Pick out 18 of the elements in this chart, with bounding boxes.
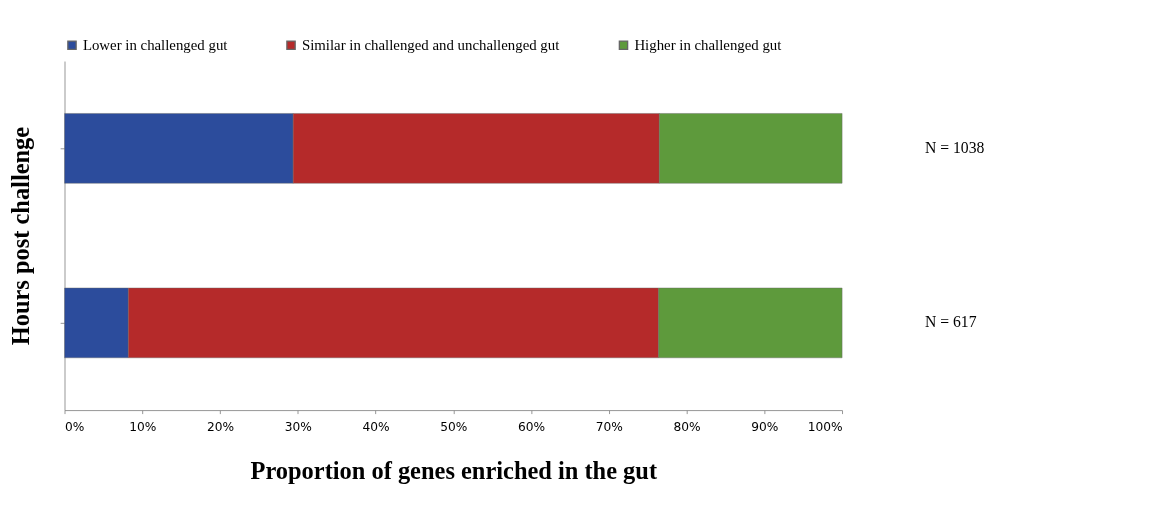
legend-label: Lower in challenged gut <box>82 36 229 53</box>
x-tick-label: 90% <box>751 419 779 434</box>
x-tick-label: 20% <box>206 419 235 434</box>
y-axis-title: Hours post challenge <box>6 126 34 346</box>
x-tick-label: 80% <box>673 419 701 434</box>
x-tick-label: 60% <box>517 419 546 434</box>
x-tick-label: 0% <box>65 419 85 434</box>
legend-label: Higher in challenged gut <box>634 36 783 53</box>
text: N = 617 <box>924 313 977 331</box>
x-tick-label: 100% <box>807 419 843 434</box>
x-tick-label: 30% <box>284 419 312 434</box>
x-axis-title: Proportion of genes enriched in the gut <box>250 456 658 484</box>
x-tick-label: 40% <box>362 419 390 434</box>
x-tick-label: 10% <box>129 419 157 434</box>
text: N = 1038 <box>924 138 985 156</box>
x-tick-label: 70% <box>595 419 623 434</box>
legend-label: Similar in challenged and unchallenged gut <box>301 36 561 53</box>
x-tick-label: 50% <box>440 419 468 434</box>
